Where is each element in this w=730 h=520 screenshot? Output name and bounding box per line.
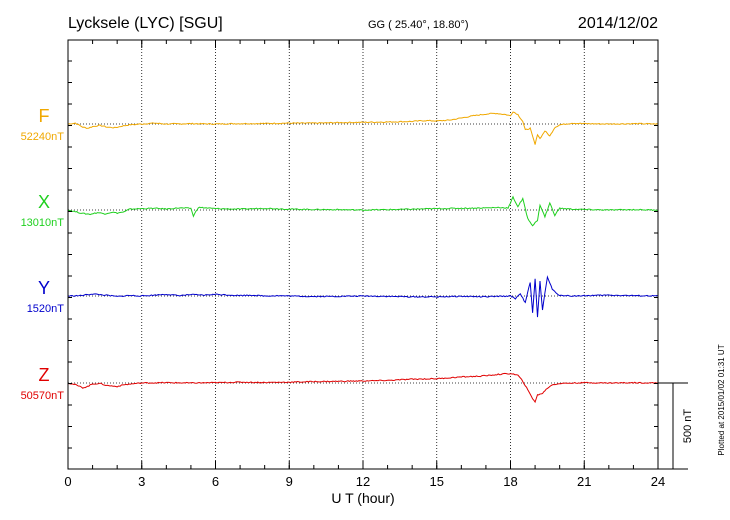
- series-name-X: X: [38, 192, 50, 212]
- trace-Y: [67, 275, 659, 318]
- series-name-Y: Y: [38, 278, 50, 298]
- series-baseline-F: 52240nT: [21, 131, 65, 143]
- series-baseline-Z: 50570nT: [21, 390, 65, 402]
- x-axis-ticks: 0 3 6 9 12 15 18 21 24: [64, 40, 665, 489]
- scale-bar-label: 500 nT: [682, 409, 694, 444]
- station-title: Lycksele (LYC) [SGU]: [68, 15, 223, 32]
- x-tick-label-21: 21: [577, 474, 591, 489]
- series-baseline-X: 13010nT: [21, 217, 65, 229]
- x-tick-label-9: 9: [286, 474, 293, 489]
- x-tick-label-12: 12: [356, 474, 370, 489]
- trace-X: [67, 195, 659, 227]
- trace-F: [67, 111, 659, 145]
- x-tick-label-18: 18: [503, 474, 517, 489]
- scale-bar: 500 nT: [658, 382, 694, 470]
- grid-lines: [141, 40, 585, 469]
- x-tick-label-3: 3: [138, 474, 145, 489]
- x-tick-label-6: 6: [212, 474, 219, 489]
- series-baseline-Y: 1520nT: [27, 303, 65, 315]
- x-axis-label: U T (hour): [331, 490, 394, 506]
- plotted-timestamp: Plotted at 2015/01/02 01:31 UT: [717, 344, 726, 455]
- date-label: 2014/12/02: [578, 15, 658, 32]
- traces: [67, 111, 659, 404]
- plot-frame: [67, 39, 659, 470]
- series-name-F: F: [39, 106, 50, 126]
- x-tick-label-24: 24: [651, 474, 665, 489]
- trace-Z: [67, 372, 658, 404]
- coords-label: GG ( 25.40°, 18.80°): [368, 19, 469, 31]
- x-tick-label-15: 15: [430, 474, 444, 489]
- series-name-Z: Z: [39, 365, 50, 385]
- x-tick-label-0: 0: [64, 474, 71, 489]
- channel-labels: F 52240nT X 13010nT Y 1520nT Z 50570nT: [21, 106, 65, 402]
